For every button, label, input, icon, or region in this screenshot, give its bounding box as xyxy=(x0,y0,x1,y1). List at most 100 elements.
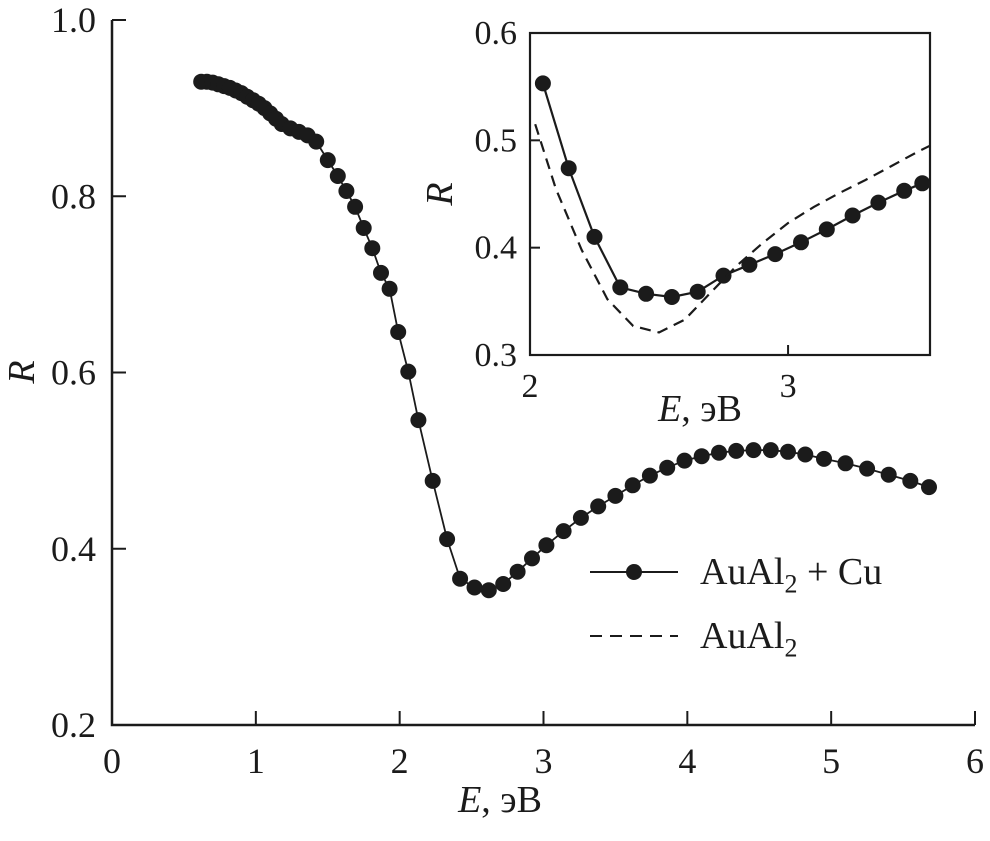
main-data-point-aual2-cu xyxy=(338,183,355,199)
inset-data-point-aual2-cu xyxy=(715,267,732,284)
main-y-tick-label: 0.8 xyxy=(51,176,96,216)
legend-label-solid: AuAl2 + Cu xyxy=(700,550,883,597)
inset-data-point-aual2-cu xyxy=(844,207,861,224)
inset-x-tick-label: 3 xyxy=(780,368,797,405)
main-x-tick-label: 2 xyxy=(391,741,409,781)
inset-data-point-aual2-cu xyxy=(638,285,655,302)
main-y-tick-label: 0.2 xyxy=(51,705,96,745)
main-xaxis-variable: E xyxy=(457,779,481,821)
main-data-point-aual2-cu xyxy=(381,280,398,297)
inset-y-tick-label: 0.6 xyxy=(475,15,518,52)
main-x-tick-label: 3 xyxy=(535,741,553,781)
inset-xaxis-label: E, эВ xyxy=(657,388,742,430)
main-data-point-aual2-cu xyxy=(424,472,441,489)
main-x-tick-label: 1 xyxy=(247,741,265,781)
main-data-point-aual2-cu xyxy=(745,442,762,459)
legend: AuAl2 + Cu AuAl2 xyxy=(588,550,883,661)
main-plot: 0 1 2 3 4 5 6 0.2 0.4 0.6 0.8 1.0 xyxy=(51,0,984,781)
main-data-point-aual2-cu xyxy=(364,240,381,257)
main-data-point-aual2-cu xyxy=(880,466,897,483)
main-data-point-aual2-cu xyxy=(780,443,796,460)
main-data-point-aual2-cu xyxy=(762,442,779,459)
legend-item-dashed: AuAl2 xyxy=(588,614,882,661)
main-data-point-aual2-cu xyxy=(555,523,572,540)
main-data-point-aual2-cu xyxy=(538,537,555,554)
main-y-tick-label: 0.4 xyxy=(51,529,96,569)
inset-frame xyxy=(528,31,932,357)
main-data-point-aual2-cu xyxy=(308,133,325,150)
inset-data-point-aual2-cu xyxy=(896,182,913,199)
main-data-point-aual2-cu xyxy=(797,446,814,463)
main-y-tick-label: 0.6 xyxy=(51,353,96,393)
inset-data-point-aual2-cu xyxy=(818,221,835,238)
main-x-tick-label: 0 xyxy=(103,741,121,781)
legend-solid-marker xyxy=(626,564,642,580)
main-data-point-aual2-cu xyxy=(624,477,641,494)
inset-data-point-aual2-cu xyxy=(560,160,577,177)
main-data-point-aual2-cu xyxy=(676,452,693,469)
main-data-point-aual2-cu xyxy=(816,450,832,467)
main-data-point-aual2-cu xyxy=(837,455,854,472)
inset-data-point-aual2-cu xyxy=(612,279,629,296)
main-data-point-aual2-cu xyxy=(509,563,526,580)
main-data-point-aual2-cu xyxy=(902,472,919,489)
legend-dashed-line-sample xyxy=(590,635,678,637)
main-data-point-aual2-cu xyxy=(495,576,512,592)
inset-background xyxy=(530,33,930,355)
main-data-point-aual2-cu xyxy=(711,444,727,461)
main-data-point-aual2-cu xyxy=(466,579,483,596)
main-data-point-aual2-cu xyxy=(400,363,417,380)
main-data-point-aual2-cu xyxy=(329,168,346,184)
inset-yaxis-label: R xyxy=(419,182,461,206)
inset-x-tick-label: 2 xyxy=(522,368,539,405)
main-x-tick-label: 4 xyxy=(678,741,696,781)
inset-data-point-aual2-cu xyxy=(689,283,706,300)
main-data-point-aual2-cu xyxy=(347,198,364,215)
main-data-point-aual2-cu xyxy=(728,442,745,459)
main-data-point-aual2-cu xyxy=(390,324,407,340)
main-data-point-aual2-cu xyxy=(859,460,876,477)
inset-data-point-aual2-cu xyxy=(586,228,603,245)
main-data-point-aual2-cu xyxy=(452,570,469,587)
main-x-tick-label: 5 xyxy=(822,741,840,781)
inset-series-line-aual2 xyxy=(534,123,931,334)
inset-series-line-aual2-cu xyxy=(541,83,923,299)
inset-y-tick-label: 0.4 xyxy=(475,230,518,267)
legend-item-solid: AuAl2 + Cu xyxy=(588,550,883,597)
main-data-point-aual2-cu xyxy=(659,459,676,476)
main-data-point-aual2-cu xyxy=(410,412,427,429)
legend-label-dashed: AuAl2 xyxy=(700,614,797,661)
inset-data-point-aual2-cu xyxy=(767,246,784,263)
main-data-point-aual2-cu xyxy=(607,487,624,504)
main-data-point-aual2-cu xyxy=(355,220,372,236)
inset-xaxis-unit: , эВ xyxy=(681,388,742,430)
legend-label-dashed-subscript: 2 xyxy=(784,633,798,663)
legend-label-solid-subscript: 2 xyxy=(784,569,798,599)
main-data-point-aual2-cu xyxy=(480,582,497,599)
main-xaxis-unit: , эВ xyxy=(481,779,542,821)
inset-data-point-aual2-cu xyxy=(914,175,931,192)
main-data-point-aual2-cu xyxy=(373,264,389,281)
inset-data-point-aual2-cu xyxy=(870,194,887,211)
main-yaxis-label: R xyxy=(1,360,43,384)
inset-data-point-aual2-cu xyxy=(663,289,680,305)
main-data-point-aual2-cu xyxy=(319,152,336,169)
main-data-point-aual2-cu xyxy=(524,550,540,567)
main-x-tick-label: 6 xyxy=(966,741,984,781)
main-data-point-aual2-cu xyxy=(572,509,589,526)
inset-plot: 2 3 0.3 0.4 0.5 0.6 xyxy=(475,15,932,405)
inset-y-tick-label: 0.5 xyxy=(475,122,518,159)
main-data-point-aual2-cu xyxy=(590,498,607,515)
inset-data-point-aual2-cu xyxy=(741,256,758,273)
inset-data-point-aual2-cu xyxy=(793,234,809,251)
legend-label-solid-rest: + Cu xyxy=(797,551,883,593)
main-data-point-aual2-cu xyxy=(693,448,710,465)
inset-xaxis-variable: E xyxy=(657,388,681,430)
main-xaxis-label: E, эВ xyxy=(457,779,542,821)
inset-data-point-aual2-cu xyxy=(534,75,551,92)
legend-label-dashed-base: AuAl xyxy=(700,615,785,657)
legend-solid-line-sample xyxy=(590,564,678,580)
main-data-point-aual2-cu xyxy=(641,467,658,484)
